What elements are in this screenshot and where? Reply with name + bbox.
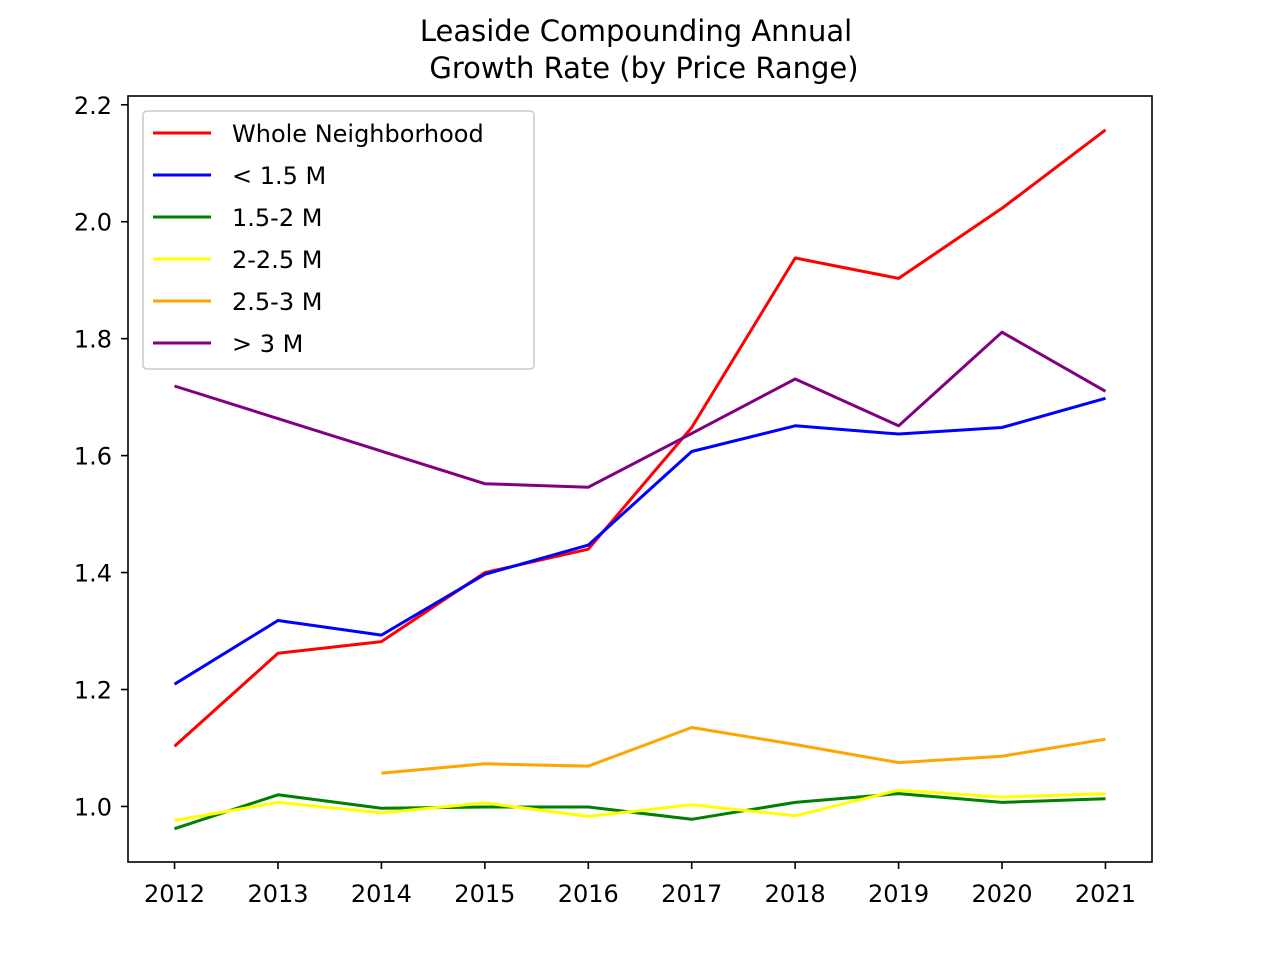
legend-label-2-2-5-m: 2-2.5 M [232,246,322,274]
x-tick-label: 2017 [661,880,722,908]
series-line-1-5-2-m [174,792,1106,831]
y-tick-label: 1.0 [74,793,112,821]
x-tick-label: 2016 [558,880,619,908]
legend-label-2-5-3-m: 2.5-3 M [232,288,322,316]
legend-label-3-m: > 3 M [232,330,303,358]
x-tick-label: 2014 [351,880,412,908]
legend-box [142,110,535,370]
x-tick-label: 2012 [144,880,205,908]
y-tick-label: 1.4 [74,560,112,588]
y-tick-label: 2.2 [74,92,112,120]
chart-title-line-1: Leaside Compounding Annual [420,14,852,48]
series-line-2-2-5-m [174,788,1106,822]
y-tick-label: 1.2 [74,677,112,705]
x-tick-label: 2015 [454,880,515,908]
series-line-1-5-m [173,396,1106,686]
series-layer [173,128,1107,831]
y-tick-label: 2.0 [74,209,112,237]
chart-title: Leaside Compounding Annual Growth Rate (… [420,14,859,85]
series-line-3-m [174,330,1107,489]
legend-label-whole-neighborhood: Whole Neighborhood [232,120,484,148]
legend-label-1-5-m: < 1.5 M [232,162,326,190]
plot-frame [127,95,1153,863]
legend: Whole Neighborhood < 1.5 M 1.5-2 M 2-2.5 M 2… [142,110,535,370]
y-tick-label: 1.8 [74,326,112,354]
x-tick-label: 2013 [247,880,308,908]
series-line-whole-neighborhood [173,128,1107,748]
axes: 2012 2013 2014 2015 2016 2017 2018 2019 2020 2021… [74,92,1153,908]
chart-title-line-2: Growth Rate (by Price Range) [429,51,858,85]
x-tick-label: 2020 [971,880,1032,908]
y-tick-label: 1.6 [74,443,112,471]
x-tick-label: 2019 [868,880,929,908]
legend-label-1-5-2-m: 1.5-2 M [232,204,322,232]
x-tick-label: 2021 [1075,880,1136,908]
series-line-2-5-3-m [381,726,1106,775]
x-tick-label: 2018 [765,880,826,908]
